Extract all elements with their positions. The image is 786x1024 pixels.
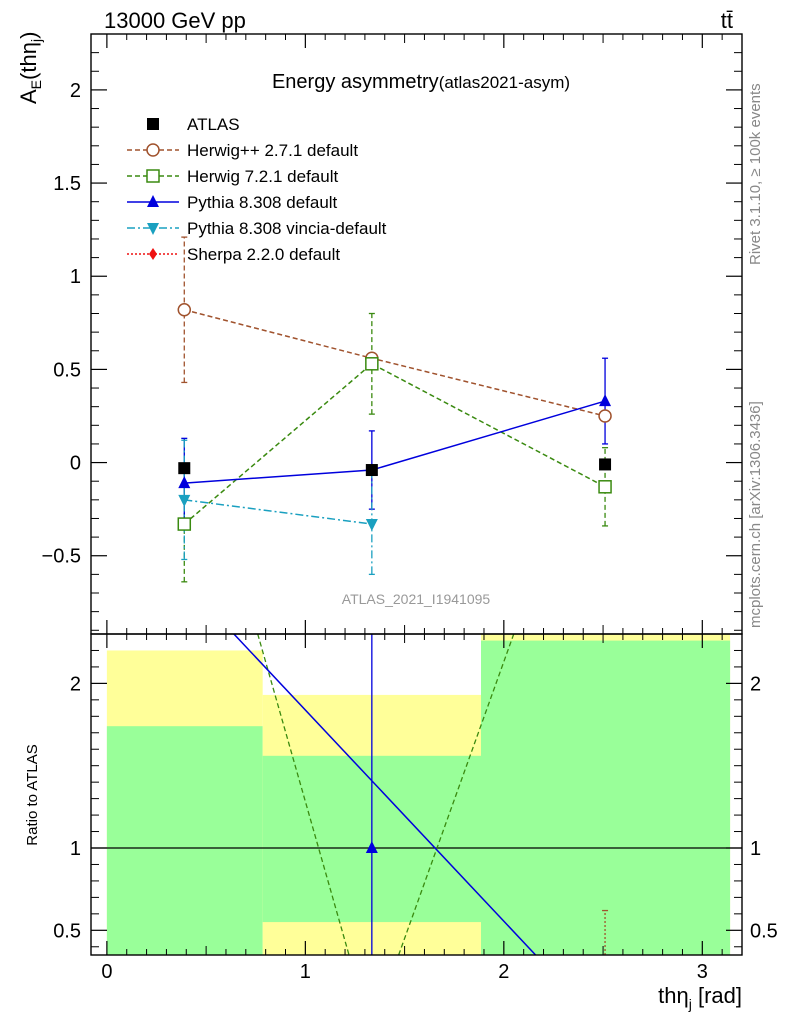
legend-item: ATLAS [147,115,240,134]
data-point [599,458,612,471]
legend-marker [147,223,159,235]
data-point [178,476,191,489]
legend-item: Pythia 8.308 vincia-default [127,219,387,238]
chart-title: Energy asymmetry(atlas2021-asym) [272,71,570,93]
legend-marker [146,143,160,157]
legend-label: Pythia 8.308 vincia-default [187,219,387,238]
ratio-tick-label: 2 [70,673,81,695]
ratio-herwig7-line [398,633,515,956]
legend-marker [149,248,157,260]
mcplots-text: mcplots.cern.ch [arXiv:1306.3436] [747,401,764,628]
legend-label: Sherpa 2.2.0 default [187,245,340,264]
legend-label: Pythia 8.308 default [187,193,338,212]
legend-marker [147,195,159,207]
ratio-y-axis-label: Ratio to ATLAS [24,744,41,845]
y-tick-label: 1 [70,266,81,288]
x-tick-label: 0 [101,961,112,983]
analysis-label: ATLAS_2021_I1941095 [342,591,491,607]
data-point [177,517,192,531]
ratio-bands [106,634,731,955]
legend: ATLAS Herwig++ 2.7.1 default Herwig 7.2.1 … [127,115,387,264]
ratio-green-band [481,640,731,955]
ratio-tick-label-right: 1 [750,838,761,860]
y-tick-label: 2 [70,80,81,102]
legend-label: ATLAS [187,115,240,134]
legend-item: Herwig 7.2.1 default [127,167,338,186]
legend-marker [147,118,159,130]
x-tick-label: 3 [697,961,708,983]
y-tick-label: −0.5 [42,546,81,568]
data-point [365,357,379,371]
data-point [178,494,191,507]
data-point [599,394,612,407]
y-tick-label: 0 [70,453,81,475]
legend-label: Herwig 7.2.1 default [187,167,338,186]
data-point [177,303,192,317]
data-point [178,462,191,475]
x-tick-label: 2 [498,961,509,983]
header-left: 13000 GeV pp [104,8,246,33]
series-line [184,309,606,417]
data-point [598,480,612,494]
legend-item: Herwig++ 2.7.1 default [127,141,358,160]
ratio-tick-label: 1 [70,838,81,860]
x-axis-label: thηj [rad] [658,983,742,1012]
y-tick-label: 0.5 [53,359,81,381]
ratio-plot-area [91,633,742,956]
data-point [598,409,612,423]
x-tick-label: 1 [300,961,311,983]
series-line [183,362,606,525]
legend-item: Pythia 8.308 default [127,193,338,212]
ratio-pythia-line [233,633,537,956]
ratio-frame [90,633,743,956]
ratio-tick-label: 0.5 [53,920,81,942]
data-point [365,464,378,477]
main-plot-area [177,236,612,583]
header-right: tt̄ [721,8,733,33]
y-tick-label: 1.5 [53,173,81,195]
ratio-green-band [106,726,263,955]
ratio-tick-label-right: 2 [750,673,761,695]
ratio-tick-label-right: 0.5 [750,920,778,942]
data-point [365,519,378,532]
series-line [184,499,372,525]
legend-marker [146,169,160,183]
legend-item: Sherpa 2.2.0 default [127,245,340,264]
rivet-version-text: Rivet 3.1.10, ≥ 100k events [747,83,764,265]
legend-label: Herwig++ 2.7.1 default [187,141,358,160]
y-axis-label: AE(thηj) [16,32,44,104]
axes: 0 1 2 3 −0.5 0 0.5 1 1.5 2 0.5 0.5 1 1 2 2 [42,33,778,983]
ratio-pythia-point [365,841,378,853]
